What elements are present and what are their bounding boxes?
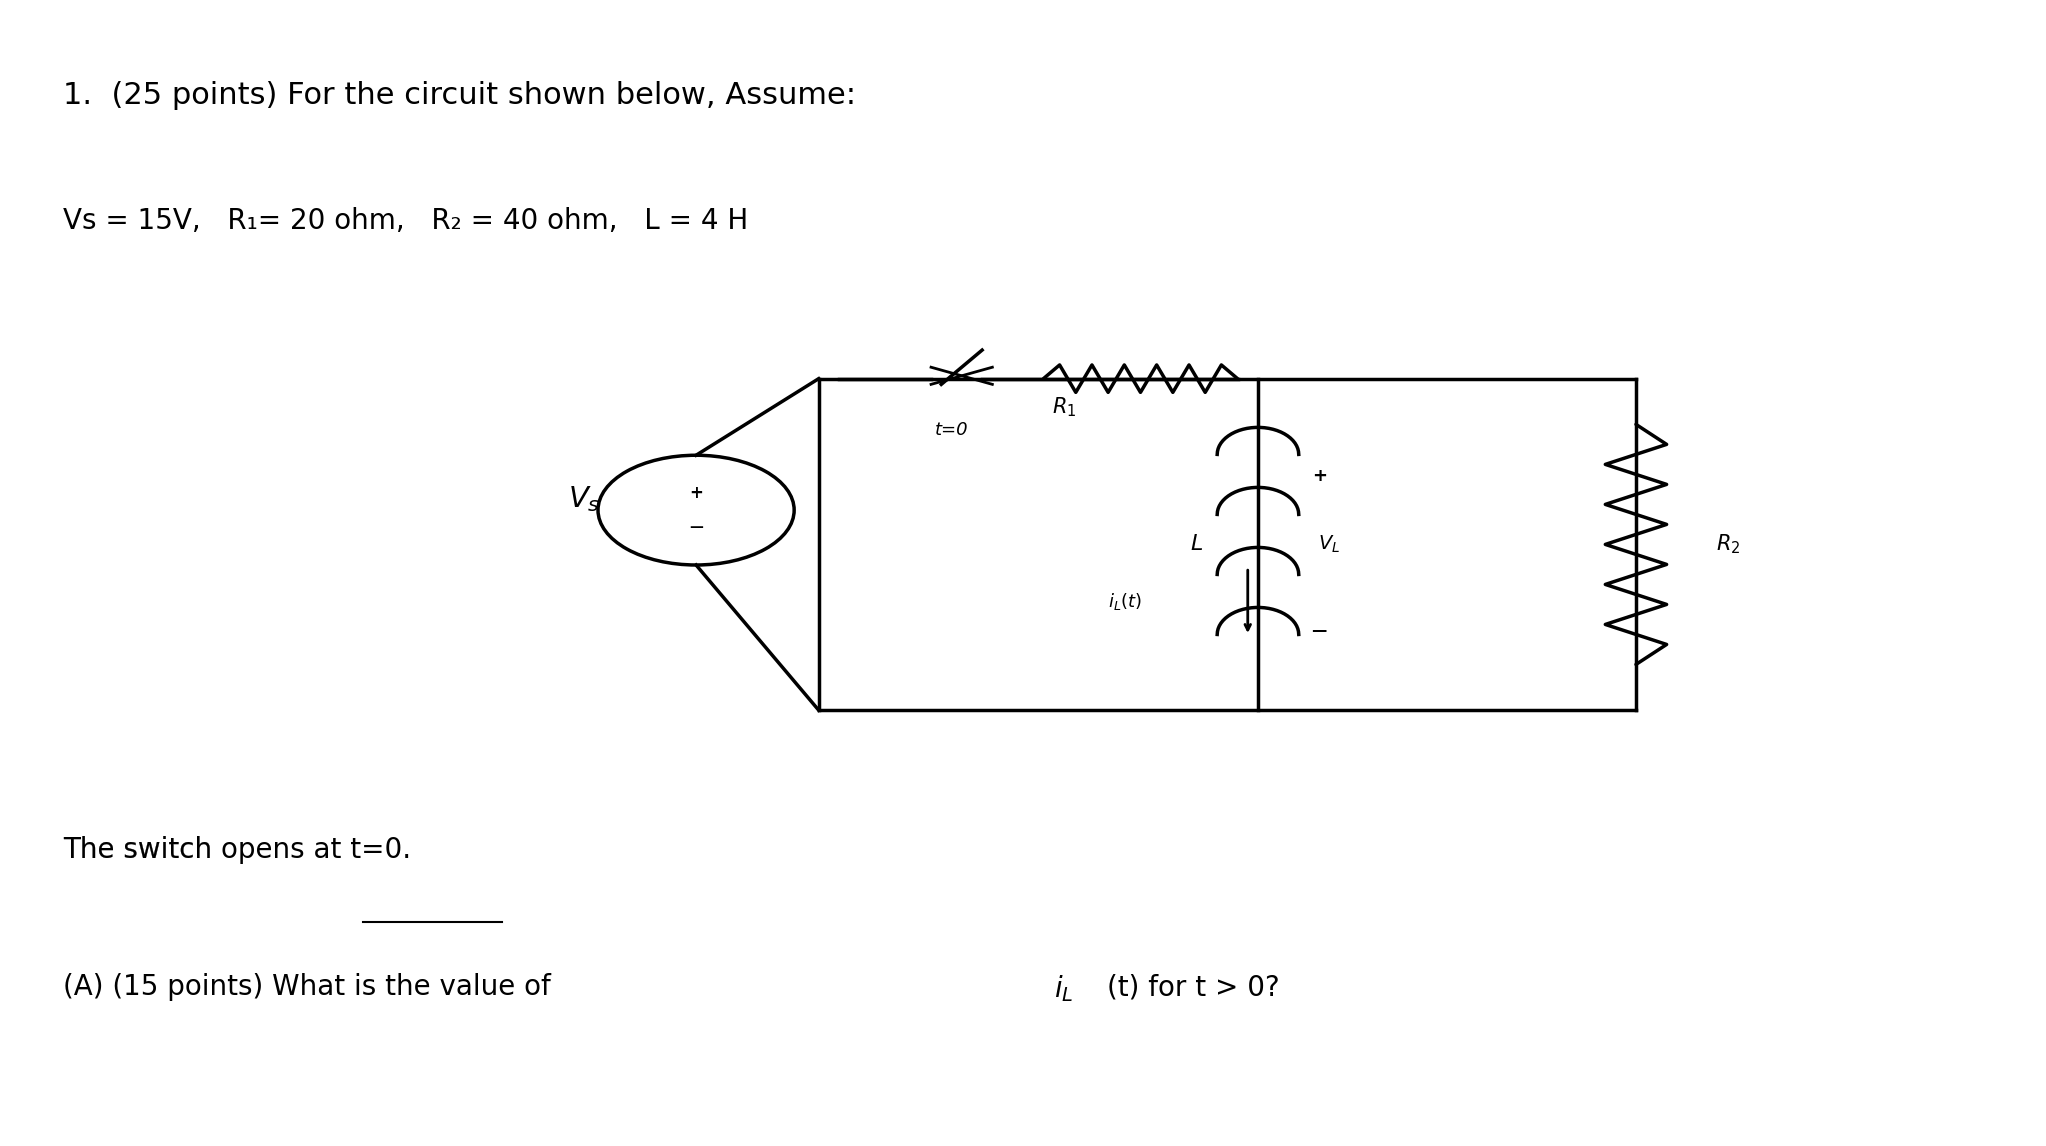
Text: t=0: t=0 <box>935 421 968 439</box>
Text: $i_L$: $i_L$ <box>1054 973 1072 1004</box>
Text: —: — <box>1311 622 1328 637</box>
Text: The switch: The switch <box>63 835 221 864</box>
Text: L: L <box>1191 534 1203 555</box>
Text: (A) (15 points) What is the value of: (A) (15 points) What is the value of <box>63 973 559 1002</box>
Text: The switch: The switch <box>63 835 221 864</box>
Text: $V_s$: $V_s$ <box>567 484 599 513</box>
Text: $R_2$: $R_2$ <box>1717 533 1739 556</box>
Text: (t) for t > 0?: (t) for t > 0? <box>1107 973 1279 1002</box>
Text: $V_L$: $V_L$ <box>1318 534 1340 555</box>
Text: $i_L(t)$: $i_L(t)$ <box>1109 591 1142 612</box>
Text: +: + <box>690 484 704 502</box>
Text: $R_1$: $R_1$ <box>1052 395 1076 419</box>
Text: 1.  (25 points) For the circuit shown below, Assume:: 1. (25 points) For the circuit shown bel… <box>63 81 855 110</box>
Text: The switch opens at t=0.: The switch opens at t=0. <box>63 835 411 864</box>
Text: +: + <box>1311 466 1326 485</box>
Text: —: — <box>690 520 704 534</box>
Text: Vs = 15V,   R₁= 20 ohm,   R₂ = 40 ohm,   L = 4 H: Vs = 15V, R₁= 20 ohm, R₂ = 40 ohm, L = 4… <box>63 207 749 235</box>
